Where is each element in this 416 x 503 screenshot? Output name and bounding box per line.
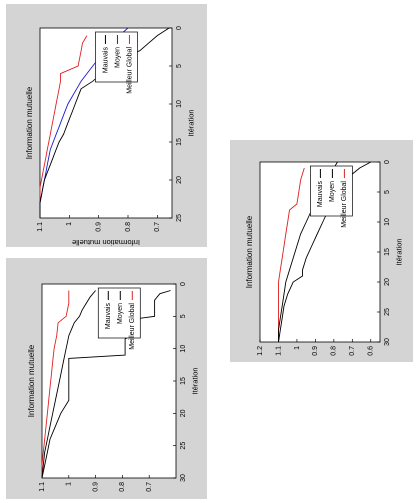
y-tick-label: 0.7 (154, 222, 161, 232)
figure-2: 0 5 10 15 20 25 30 0.7 0.8 0.9 1 1.1 Itération Inform… (6, 258, 207, 499)
x-tick-label: 5 (176, 64, 183, 68)
y-tick-label: 0.9 (92, 482, 99, 492)
x-tick-label: 25 (384, 308, 391, 316)
y-tick-label: 1.1 (39, 482, 46, 492)
series-line-moyen (41, 290, 96, 479)
y-tick-label: 0.7 (146, 482, 153, 492)
chart-title: Information mutuelle (27, 344, 36, 417)
y-tick-label: 1 (294, 346, 301, 350)
y-tick-label: 0.7 (349, 346, 356, 356)
legend-box (310, 165, 353, 217)
x-axis-label: Itération (191, 367, 200, 394)
y-tick-label: 1.1 (37, 222, 44, 232)
chart-2-svg: 0 5 10 15 20 25 30 0.7 0.8 0.9 1 1.1 Itération Inform… (27, 282, 200, 499)
legend-entry: Mauvais (105, 303, 112, 330)
y-tick-label: 0.8 (125, 222, 132, 232)
series-line-meilleur-global (39, 35, 88, 218)
x-tick-label: 15 (176, 138, 183, 146)
y-axis-label: Information mutuelle (72, 238, 140, 247)
x-tick-label: 10 (180, 345, 187, 353)
chart-1-svg: 0 5 10 15 20 25 0.7 0.8 0.9 1 1.1 Itération Informat… (25, 26, 196, 247)
chart-3-svg: 0 5 10 15 20 25 30 0.6 0.7 0.8 0.9 1 1.1 1.2 Itération… (245, 160, 404, 356)
x-tick-label: 0 (180, 282, 187, 286)
x-tick-label: 25 (176, 214, 183, 222)
x-axis-label: Itération (187, 109, 196, 136)
legend-entry: Meilleur Global (341, 181, 348, 228)
x-tick-label: 20 (180, 409, 187, 417)
y-tick-label: 0.9 (96, 222, 103, 232)
x-tick-label: 20 (384, 278, 391, 286)
y-tick-label: 0.8 (331, 346, 338, 356)
series-line-meilleur-global (278, 167, 305, 342)
y-tick-label: 0.8 (119, 482, 126, 492)
y-tick-label: 1.2 (257, 346, 264, 356)
x-tick-label: 15 (180, 377, 187, 385)
x-tick-label: 30 (384, 338, 391, 346)
x-tick-label: 30 (180, 474, 187, 482)
y-tick-label: 1 (66, 222, 73, 226)
x-tick-label: 10 (384, 218, 391, 226)
series-line-meilleur-global (41, 290, 70, 478)
legend-entry: Moyen (114, 47, 121, 68)
x-tick-label: 15 (384, 248, 391, 256)
y-axis-label: Information mutuelle (75, 498, 143, 499)
y-tick-label: 1 (66, 482, 73, 486)
y-tick-label: 0.9 (312, 346, 319, 356)
legend-entry: Moyen (117, 303, 124, 324)
legend-entry: Meilleur Global (126, 47, 133, 94)
x-axis-label: Itération (395, 238, 404, 265)
y-tick-label: 0.6 (368, 346, 375, 356)
x-tick-label: 5 (384, 190, 391, 194)
legend-entry: Moyen (329, 181, 336, 202)
y-tick-label: 1.1 (275, 346, 282, 356)
x-tick-label: 10 (176, 100, 183, 108)
series-line-mauvais (41, 290, 171, 479)
legend-box (97, 287, 141, 339)
x-tick-label: 0 (176, 26, 183, 30)
figure-1: 0 5 10 15 20 25 0.7 0.8 0.9 1 1.1 Itération Informat… (6, 4, 207, 247)
legend-entry: Meilleur Global (129, 303, 136, 350)
figure-3: 0 5 10 15 20 25 30 0.6 0.7 0.8 0.9 1 1.1 1.2 Itération… (230, 140, 413, 362)
legend-entry: Mauvais (317, 181, 324, 208)
legend-box (95, 31, 138, 83)
x-tick-label: 0 (384, 160, 391, 164)
x-tick-label: 20 (176, 176, 183, 184)
x-tick-label: 5 (180, 314, 187, 318)
chart-title: Information mutuelle (245, 215, 254, 288)
chart-title: Information mutuelle (25, 86, 34, 159)
legend-entry: Mauvais (102, 47, 109, 74)
x-tick-label: 25 (180, 442, 187, 450)
